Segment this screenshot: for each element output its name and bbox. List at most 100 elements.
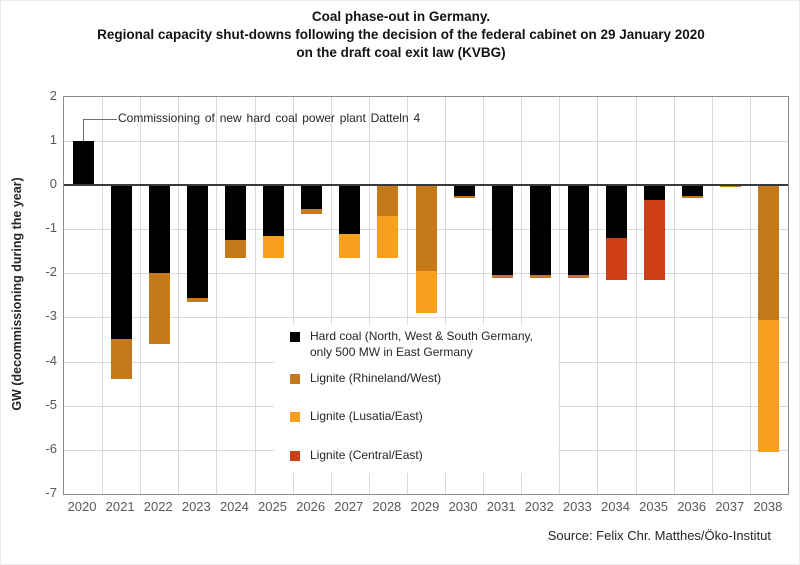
gridline-vertical	[673, 97, 675, 494]
bar-2031-hard_coal	[491, 185, 513, 276]
legend-label-line: Lignite (Central/East)	[310, 448, 423, 462]
chart-title: Coal phase-out in Germany. Regional capa…	[1, 8, 799, 62]
x-tick-label: 2036	[677, 499, 707, 514]
zero-axis-line	[64, 184, 788, 186]
x-tick-label: 2022	[143, 499, 173, 514]
annotation-connector-vertical	[83, 119, 84, 141]
gridline-vertical	[216, 97, 218, 494]
y-tick-label: 2	[49, 87, 57, 103]
x-tick-label: 2037	[715, 499, 745, 514]
gridline-vertical	[178, 97, 180, 494]
x-tick-label: 2038	[753, 499, 783, 514]
x-tick-label: 2029	[410, 499, 440, 514]
legend-swatch-central	[290, 451, 300, 461]
gridline-vertical	[483, 97, 485, 494]
y-tick-label: -7	[45, 484, 57, 500]
legend: Hard coal (North, West & South Germany, o…	[274, 325, 558, 473]
y-tick-label: 0	[49, 176, 57, 191]
x-tick-label: 2028	[372, 499, 402, 514]
x-tick-label: 2034	[601, 499, 630, 514]
annotation-connector-horizontal	[83, 119, 117, 120]
bar-2026-rhineland	[301, 209, 323, 214]
x-tick-label: 2023	[181, 499, 211, 514]
bar-2020-hard_coal	[72, 140, 94, 185]
x-tick-label: 2027	[334, 499, 364, 514]
gridline-vertical	[406, 97, 408, 494]
bar-2023-rhineland	[186, 297, 208, 302]
y-axis-title: GW (decommissioning during the year)	[10, 177, 24, 411]
gridline-vertical	[749, 97, 751, 494]
legend-item-rhineland: Lignite (Rhineland/West)	[290, 371, 441, 387]
legend-swatch-lusatia	[290, 412, 300, 422]
gridline-vertical	[140, 97, 142, 494]
gridline-vertical	[635, 97, 637, 494]
gridline-vertical	[368, 97, 370, 494]
y-tick-label: 1	[49, 131, 57, 147]
x-tick-label: 2020	[67, 499, 97, 514]
legend-label-hard_coal: Hard coal (North, West & South Germany, o…	[310, 329, 533, 360]
bar-2029-rhineland	[415, 185, 437, 272]
chart-title-line-3: on the draft coal exit law (KVBG)	[296, 45, 506, 60]
x-tick-label: 2024	[219, 499, 249, 514]
legend-label-rhineland: Lignite (Rhineland/West)	[310, 371, 441, 387]
bar-2030-rhineland	[453, 196, 475, 199]
legend-item-lusatia: Lignite (Lusatia/East)	[290, 409, 423, 425]
x-tick-label: 2031	[486, 499, 516, 514]
gridline-vertical	[102, 97, 104, 494]
bar-2035-hard_coal	[644, 185, 666, 201]
bar-2035-central	[644, 200, 666, 280]
bar-2029-lusatia	[415, 271, 437, 313]
bar-2028-rhineland	[377, 185, 399, 216]
bar-2022-hard_coal	[148, 185, 170, 274]
legend-item-hard_coal: Hard coal (North, West & South Germany, o…	[290, 329, 533, 360]
gridline-vertical	[445, 97, 447, 494]
gridline-vertical	[559, 97, 561, 494]
bar-2037-rhineland	[720, 185, 742, 188]
bar-2036-hard_coal	[682, 185, 704, 197]
x-tick-label: 2021	[105, 499, 135, 514]
y-tick-label: -1	[45, 220, 57, 236]
gridline-horizontal	[64, 317, 788, 319]
bar-2022-rhineland	[148, 273, 170, 344]
source-credit: Source: Felix Chr. Matthes/Öko-Institut	[547, 528, 771, 543]
bar-2021-rhineland	[110, 339, 132, 380]
bar-2038-rhineland	[758, 185, 780, 320]
x-tick-label: 2033	[562, 499, 592, 514]
legend-label-line: Lignite (Lusatia/East)	[310, 409, 423, 423]
chart-title-line-2: Regional capacity shut-downs following t…	[97, 27, 705, 42]
y-tick-label: -2	[45, 264, 57, 280]
bar-2025-hard_coal	[263, 185, 285, 236]
legend-label-line: Lignite (Rhineland/West)	[310, 371, 442, 385]
y-tick-label: -4	[45, 352, 57, 368]
bar-2032-rhineland	[529, 275, 551, 278]
bar-2034-central	[606, 237, 628, 280]
bar-2024-hard_coal	[224, 185, 246, 241]
bar-2024-rhineland	[224, 240, 246, 258]
bar-2038-lusatia	[758, 319, 780, 453]
gridline-vertical	[330, 97, 332, 494]
gridline-vertical	[292, 97, 294, 494]
legend-swatch-rhineland	[290, 374, 300, 384]
bar-2032-hard_coal	[529, 185, 551, 276]
bar-2028-lusatia	[377, 215, 399, 258]
bar-2027-hard_coal	[339, 185, 361, 234]
legend-label-line: Hard coal (North, West & South Germany,	[310, 329, 533, 343]
y-tick-label: -3	[45, 308, 57, 324]
bar-2034-hard_coal	[606, 185, 628, 238]
y-tick-label: -6	[45, 440, 57, 456]
legend-swatch-hard_coal	[290, 332, 300, 342]
bar-2025-lusatia	[263, 235, 285, 258]
annotation-label: Commissioning of new hard coal power pla…	[118, 111, 421, 125]
gridline-vertical	[597, 97, 599, 494]
bar-2027-lusatia	[339, 233, 361, 258]
legend-label-lusatia: Lignite (Lusatia/East)	[310, 409, 423, 425]
gridline-vertical	[521, 97, 523, 494]
gridline-horizontal	[64, 140, 788, 142]
x-tick-label: 2035	[639, 499, 669, 514]
x-tick-label: 2030	[448, 499, 478, 514]
chart-title-line-1: Coal phase-out in Germany.	[311, 9, 491, 24]
bar-2033-hard_coal	[567, 185, 589, 276]
gridline-vertical	[711, 97, 713, 494]
legend-item-central: Lignite (Central/East)	[290, 448, 423, 464]
bar-2031-rhineland	[491, 275, 513, 278]
